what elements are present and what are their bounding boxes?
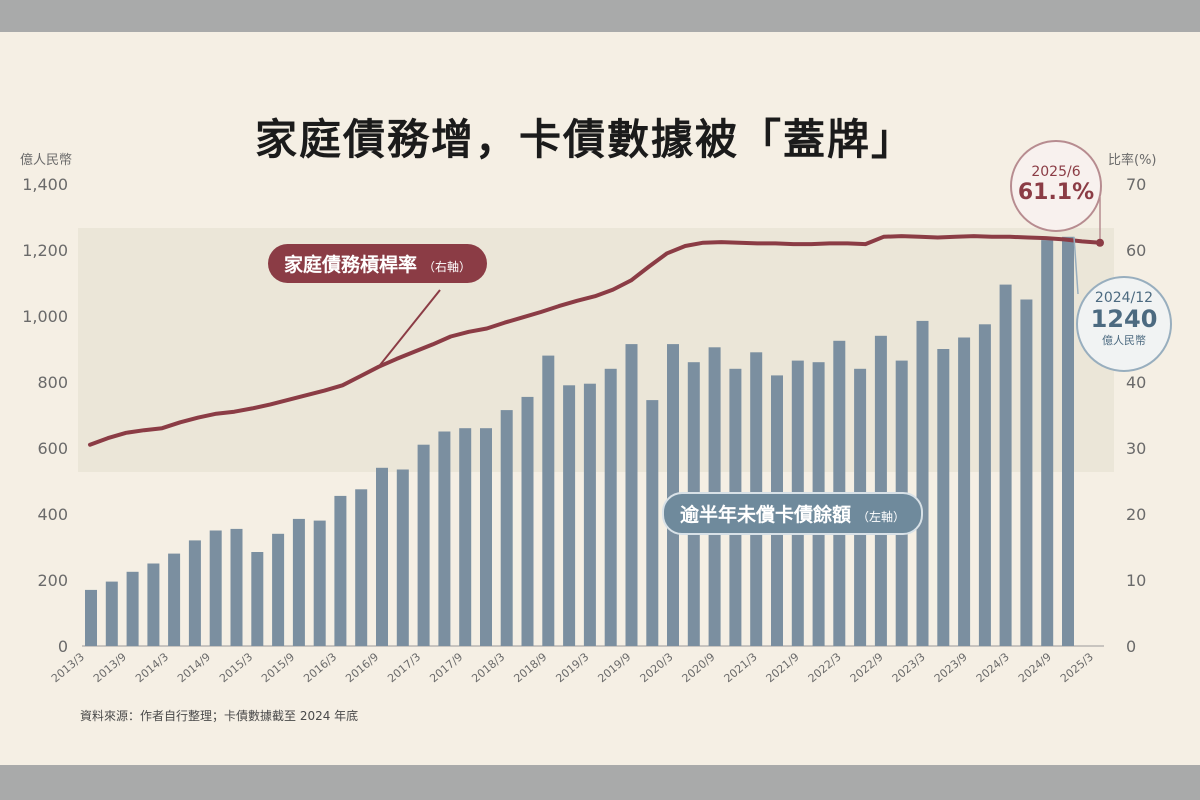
bar xyxy=(188,540,201,646)
x-tick-label: 2017/3 xyxy=(385,650,423,685)
left-tick-label: 1,400 xyxy=(22,175,68,194)
chart-canvas: 02004006008001,0001,2001,400010203040506… xyxy=(0,32,1200,765)
bar xyxy=(521,396,534,646)
bar xyxy=(313,520,326,646)
x-tick-label: 2014/9 xyxy=(175,650,213,685)
right-axis-unit: 比率(%) xyxy=(1108,153,1157,168)
bar xyxy=(376,467,388,646)
x-tick-label: 2015/9 xyxy=(259,650,297,685)
bar xyxy=(438,431,451,646)
debt-callout-leader xyxy=(1073,236,1079,295)
bar xyxy=(583,383,596,646)
bar xyxy=(542,355,555,646)
right-tick-label: 60 xyxy=(1126,241,1146,260)
ratio-end-value: 61.1% xyxy=(1017,180,1095,205)
line-series-path xyxy=(88,234,1102,447)
right-tick-label: 70 xyxy=(1126,175,1146,194)
right-tick-label: 20 xyxy=(1126,505,1146,524)
bar xyxy=(126,571,139,647)
debt-end-date: 2024/12 xyxy=(1094,290,1154,306)
bar xyxy=(1062,236,1074,647)
right-tick-label: 10 xyxy=(1126,571,1146,590)
line-series-name: 家庭債務槓桿率 xyxy=(284,254,418,276)
x-tick-label: 2018/9 xyxy=(511,650,549,685)
bar xyxy=(480,428,492,646)
bar-series-name: 逾半年未償卡債餘額 xyxy=(680,504,852,526)
bar-series-axis-note: （左軸） xyxy=(857,510,906,524)
chart-title: 家庭債務增，卡債數據被「蓋牌」 xyxy=(254,115,915,164)
bar xyxy=(147,563,160,646)
x-tick-label: 2022/9 xyxy=(848,650,886,685)
bar xyxy=(355,489,368,647)
left-tick-label: 600 xyxy=(37,439,68,458)
ratio-end-marker xyxy=(1096,238,1104,247)
left-tick-label: 200 xyxy=(37,571,68,590)
line-series-axis-note: （右軸） xyxy=(423,260,472,274)
right-tick-label: 40 xyxy=(1126,373,1146,392)
x-tick-label: 2015/3 xyxy=(217,650,255,685)
bar xyxy=(396,469,409,646)
left-axis-unit: 億人民幣 xyxy=(20,153,73,168)
bar xyxy=(272,533,285,646)
source-note: 資料來源：作者自行整理；卡債數據截至 2024 年底 xyxy=(80,709,359,723)
bar xyxy=(85,589,97,646)
line-series-label: 家庭債務槓桿率 （右軸） xyxy=(268,244,488,283)
bar xyxy=(459,428,472,646)
left-tick-label: 400 xyxy=(37,505,68,524)
left-tick-label: 0 xyxy=(58,637,68,656)
left-tick-label: 1,200 xyxy=(22,241,68,260)
bar xyxy=(604,368,617,646)
bar xyxy=(500,410,513,646)
x-tick-label: 2017/9 xyxy=(427,650,465,685)
x-tick-label: 2024/3 xyxy=(974,650,1012,685)
ratio-end-date: 2025/6 xyxy=(1031,164,1081,180)
bar xyxy=(1041,240,1054,646)
x-tick-label: 2022/3 xyxy=(806,650,844,685)
x-tick-label: 2019/3 xyxy=(553,650,591,685)
line-label-pointer xyxy=(377,289,441,368)
x-tick-label: 2019/9 xyxy=(595,650,633,685)
x-tick-label: 2023/3 xyxy=(890,650,928,685)
bar xyxy=(292,518,305,646)
x-tick-label: 2016/9 xyxy=(343,650,381,685)
left-tick-label: 1,000 xyxy=(22,307,68,326)
bar xyxy=(958,337,971,646)
chart-svg: 02004006008001,0001,2001,400010203040506… xyxy=(22,175,1146,685)
bar xyxy=(937,349,950,646)
x-tick-label: 2023/9 xyxy=(932,650,970,685)
bar xyxy=(251,552,264,646)
bar xyxy=(563,385,576,646)
bar xyxy=(1020,299,1033,646)
x-tick-label: 2014/3 xyxy=(133,650,171,685)
debt-end-callout: 2024/12 1240 億人民幣 xyxy=(1076,276,1172,372)
bar xyxy=(874,335,887,646)
ratio-end-callout: 2025/6 61.1% xyxy=(1010,140,1102,232)
right-tick-label: 30 xyxy=(1126,439,1146,458)
x-tick-label: 2018/3 xyxy=(469,650,507,685)
x-tick-label: 2016/3 xyxy=(301,650,339,685)
bar xyxy=(625,344,638,646)
bar xyxy=(209,530,222,646)
x-tick-label: 2013/9 xyxy=(91,650,129,685)
right-tick-label: 0 xyxy=(1126,637,1136,656)
bar xyxy=(417,444,430,646)
x-tick-label: 2025/3 xyxy=(1058,650,1096,685)
x-tick-label: 2024/9 xyxy=(1016,650,1054,685)
x-tick-label: 2020/3 xyxy=(638,650,676,685)
left-tick-label: 800 xyxy=(37,373,68,392)
bar xyxy=(999,284,1012,646)
x-tick-label: 2020/9 xyxy=(680,650,718,685)
bar xyxy=(334,495,347,646)
bar xyxy=(168,553,181,646)
bar xyxy=(230,528,243,646)
bar xyxy=(978,324,991,647)
bar xyxy=(646,400,659,646)
debt-end-unit: 億人民幣 xyxy=(1102,334,1146,347)
bar xyxy=(105,581,118,646)
x-tick-label: 2021/9 xyxy=(764,650,802,685)
bar-series-label: 逾半年未償卡債餘額 （左軸） xyxy=(662,492,924,535)
x-tick-label: 2021/3 xyxy=(722,650,760,685)
debt-end-value: 1240 xyxy=(1090,305,1158,333)
bar xyxy=(916,320,929,646)
